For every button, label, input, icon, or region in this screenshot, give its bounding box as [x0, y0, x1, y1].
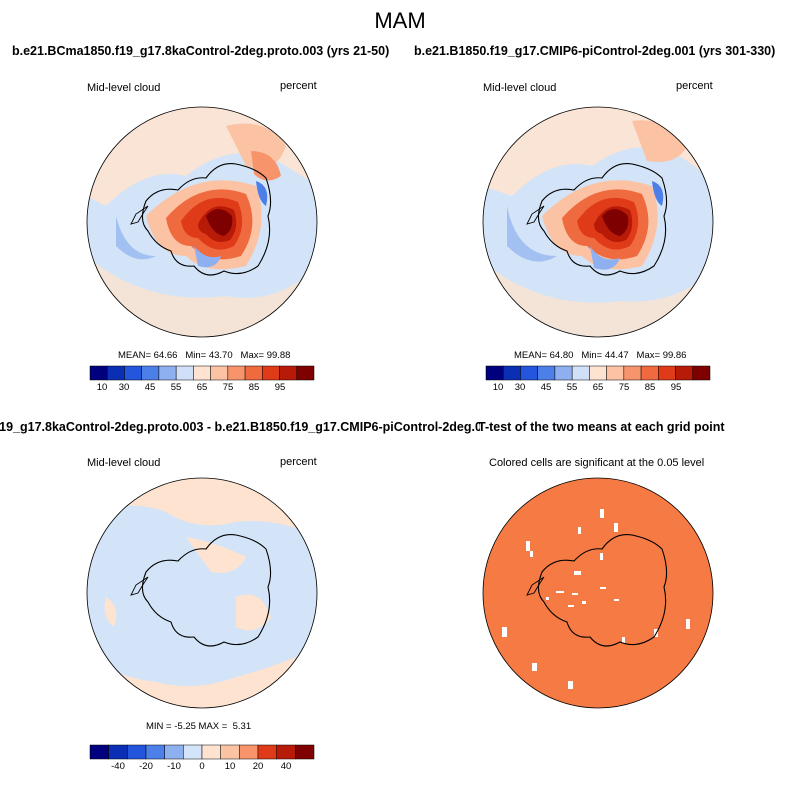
- significance-field: [483, 478, 713, 708]
- figure-title: MAM: [374, 8, 426, 33]
- colorbar-swatch: [227, 365, 246, 381]
- colorbar-swatch: [220, 744, 240, 760]
- colorbar-swatch: [520, 365, 538, 381]
- colorbar-swatch: [145, 744, 165, 760]
- colorbar-swatch: [124, 365, 142, 381]
- tick: 75: [618, 382, 630, 393]
- tick: 20: [252, 761, 264, 772]
- colorbar-swatch: [257, 744, 277, 760]
- panel-3-variable-label: Mid-level cloud: [87, 457, 161, 469]
- panel-4-title: T-test of the two means at each grid poi…: [478, 420, 725, 434]
- antarctica-coastline: [141, 534, 272, 647]
- panel-3-stats: MIN = -5.25 MAX = 5.31: [146, 721, 252, 732]
- colorbar-swatch: [201, 744, 221, 760]
- colorbar-swatch: [244, 365, 263, 381]
- panel-2-units-label: percent: [676, 80, 713, 92]
- panel-3-colorbar: [89, 744, 315, 760]
- tick: 10: [492, 382, 504, 393]
- colorbar-swatch: [640, 365, 659, 381]
- colorbar-swatch: [606, 365, 625, 381]
- tick: 10: [96, 382, 108, 393]
- tick: 65: [196, 382, 208, 393]
- colorbar-swatch: [485, 365, 504, 381]
- tick: -40: [111, 761, 125, 772]
- panel-3-units-label: percent: [280, 456, 317, 468]
- colorbar-swatch: [276, 744, 296, 760]
- panel-3-title-clip: f19_g17.8kaControl-2deg.proto.003 - b.e2…: [0, 418, 480, 436]
- colorbar-swatch: [164, 744, 184, 760]
- colorbar-swatch: [295, 744, 315, 760]
- colorbar-swatch: [537, 365, 556, 381]
- panel-2-title: b.e21.B1850.f19_g17.CMIP6-piControl-2deg…: [414, 44, 776, 58]
- panel-2-stats: MEAN= 64.80 Min= 44.47 Max= 99.86: [514, 350, 687, 361]
- panel-3-map: [86, 477, 318, 709]
- tick: 0: [199, 761, 205, 772]
- colorbar-swatch: [675, 365, 694, 381]
- panel-3-colorbar-ticks: -40 -20 -10 0 10 20 40: [90, 761, 314, 775]
- panel-2-colorbar: [485, 365, 711, 381]
- panel-1-colorbar-ticks: 10 30 45 55 65 75 85 95: [90, 382, 314, 396]
- colorbar-swatch: [89, 365, 108, 381]
- tick: 55: [566, 382, 578, 393]
- tick: 10: [224, 761, 236, 772]
- antarctica-coastline: [141, 163, 272, 276]
- panel-4-map: [482, 477, 714, 709]
- colorbar-swatch: [554, 365, 573, 381]
- antarctica-coastline: [537, 163, 668, 276]
- colorbar-swatch: [296, 365, 315, 381]
- colorbar-swatch: [589, 365, 607, 381]
- panel-1-colorbar: [89, 365, 315, 381]
- tick: 65: [592, 382, 604, 393]
- colorbar-swatch: [658, 365, 676, 381]
- tick: 45: [540, 382, 552, 393]
- colorbar-swatch: [571, 365, 590, 381]
- colorbar-swatch: [623, 365, 642, 381]
- colorbar-swatch: [279, 365, 298, 381]
- tick: 40: [280, 761, 292, 772]
- panel-3-title: f19_g17.8kaControl-2deg.proto.003 - b.e2…: [0, 420, 480, 434]
- tick: 55: [170, 382, 182, 393]
- colorbar-swatch: [193, 365, 211, 381]
- colorbar-swatch: [106, 365, 125, 381]
- colorbar-swatch: [239, 744, 259, 760]
- panel-2-map: [482, 106, 714, 338]
- tick: 45: [144, 382, 156, 393]
- tick: 95: [274, 382, 286, 393]
- tick: -20: [139, 761, 153, 772]
- colorbar-swatch: [502, 365, 521, 381]
- panel-1-variable-label: Mid-level cloud: [87, 82, 161, 94]
- colorbar-swatch: [183, 744, 203, 760]
- tick: 95: [670, 382, 682, 393]
- colorbar-swatch: [108, 744, 128, 760]
- tick: 30: [118, 382, 130, 393]
- tick: -10: [167, 761, 181, 772]
- panel-4-subtitle: Colored cells are significant at the 0.0…: [489, 457, 705, 469]
- panel-2-colorbar-ticks: 10 30 45 55 65 75 85 95: [486, 382, 710, 396]
- colorbar-swatch: [692, 365, 711, 381]
- colorbar-swatch: [210, 365, 229, 381]
- tick: 85: [248, 382, 260, 393]
- colorbar-swatch: [89, 744, 109, 760]
- colorbar-swatch: [141, 365, 160, 381]
- panel-2-variable-label: Mid-level cloud: [483, 82, 557, 94]
- colorbar-swatch: [158, 365, 177, 381]
- colorbar-swatch: [262, 365, 280, 381]
- tick: 75: [222, 382, 234, 393]
- panel-1-map: [86, 106, 318, 338]
- colorbar-swatch: [175, 365, 194, 381]
- panel-1-stats: MEAN= 64.66 Min= 43.70 Max= 99.88: [118, 350, 291, 361]
- panel-1-units-label: percent: [280, 80, 317, 92]
- colorbar-swatch: [127, 744, 147, 760]
- tick: 30: [514, 382, 526, 393]
- antarctica-coastline: [537, 534, 668, 647]
- tick: 85: [644, 382, 656, 393]
- panel-1-title: b.e21.BCma1850.f19_g17.8kaControl-2deg.p…: [12, 44, 390, 58]
